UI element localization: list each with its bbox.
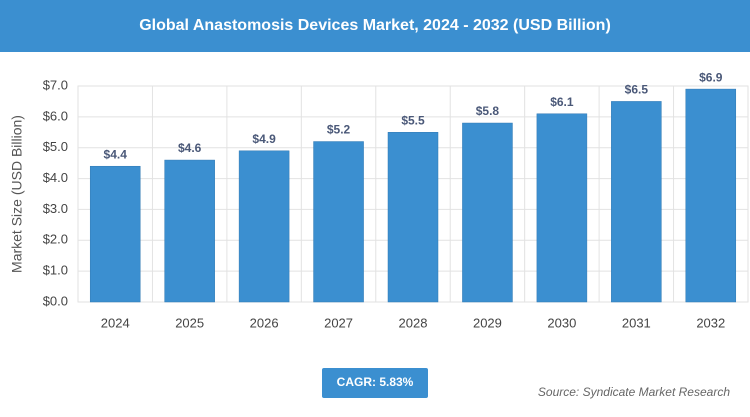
x-tick-label: 2030 — [547, 315, 576, 330]
value-label: $6.9 — [699, 70, 723, 84]
y-tick-label: $0.0 — [43, 293, 68, 308]
cagr-text: CAGR: 5.83% — [337, 375, 414, 389]
y-axis-label: Market Size (USD Billion) — [9, 115, 25, 273]
y-tick-label: $6.0 — [43, 108, 68, 123]
x-tick-label: 2024 — [101, 315, 130, 330]
value-label: $6.5 — [625, 83, 649, 97]
bar — [238, 150, 290, 303]
x-tick-label: 2032 — [696, 315, 725, 330]
value-label: $5.8 — [476, 104, 500, 118]
source-text: Source: Syndicate Market Research — [538, 385, 730, 399]
value-label: $5.2 — [327, 123, 351, 137]
x-tick-label: 2029 — [473, 315, 502, 330]
y-tick-label: $2.0 — [43, 232, 68, 247]
bar — [536, 113, 588, 303]
bar — [313, 141, 364, 303]
value-label: $6.1 — [550, 95, 574, 109]
y-tick-label: $7.0 — [43, 77, 68, 92]
y-tick-label: $3.0 — [43, 201, 68, 216]
bar — [611, 101, 662, 303]
chart-title: Global Anastomosis Devices Market, 2024 … — [139, 17, 611, 34]
cagr-badge — [322, 368, 428, 398]
value-label: $4.9 — [252, 132, 276, 146]
header-band — [0, 0, 750, 52]
bar — [164, 159, 215, 303]
value-label: $5.5 — [401, 113, 425, 127]
bar — [89, 165, 141, 303]
bar — [387, 132, 439, 303]
x-tick-label: 2028 — [399, 315, 428, 330]
bar — [462, 122, 513, 303]
y-tick-label: $5.0 — [43, 139, 68, 154]
value-label: $4.4 — [104, 147, 128, 161]
value-label: $4.6 — [178, 141, 202, 155]
x-tick-label: 2031 — [622, 315, 651, 330]
x-tick-label: 2027 — [324, 315, 353, 330]
y-tick-label: $4.0 — [43, 170, 68, 185]
x-tick-label: 2025 — [175, 315, 204, 330]
y-tick-label: $1.0 — [43, 263, 68, 278]
bar — [685, 88, 737, 303]
x-tick-label: 2026 — [250, 315, 279, 330]
